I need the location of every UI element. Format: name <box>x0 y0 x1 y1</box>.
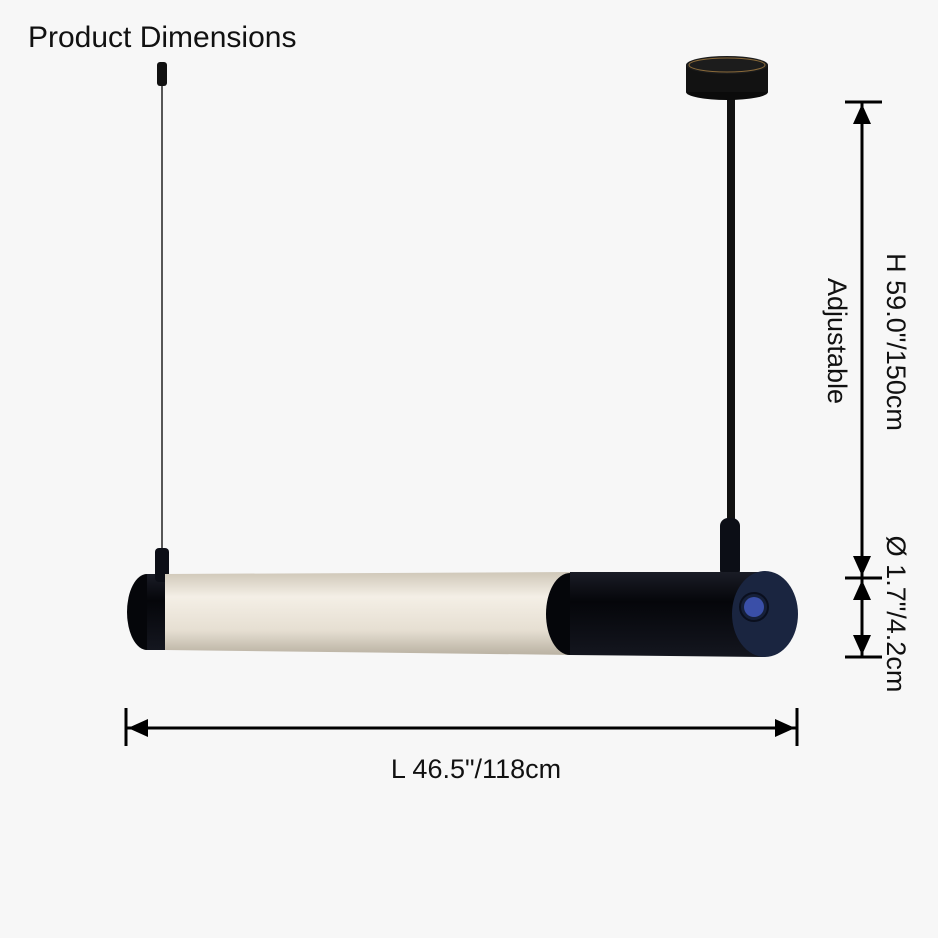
adjustable-label: Adjustable <box>822 278 852 404</box>
linear-pendant-tube <box>127 548 798 657</box>
glowing-diffuser <box>165 572 575 655</box>
power-button-icon <box>744 597 764 617</box>
length-dimension-line <box>124 708 799 746</box>
diameter-label: Ø 1.7"/4.2cm <box>881 536 911 693</box>
diameter-dimension-line <box>845 578 882 659</box>
ceiling-canopy-and-rod <box>686 56 768 578</box>
height-dimension-line <box>845 100 882 580</box>
left-suspension-wire <box>157 62 167 555</box>
length-label: L 46.5"/118cm <box>391 754 561 784</box>
page-title: Product Dimensions <box>28 21 296 54</box>
height-label: H 59.0"/150cm <box>881 253 911 431</box>
